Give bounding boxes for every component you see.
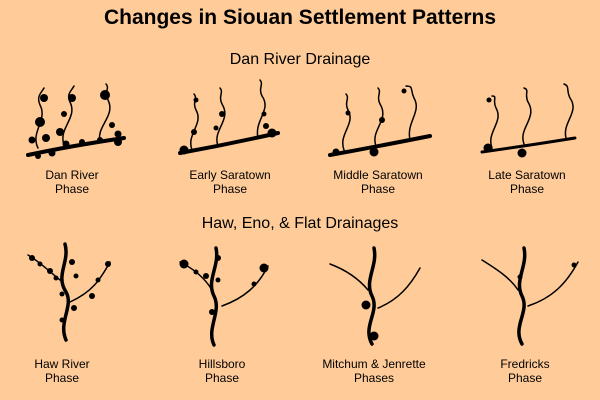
caption-early-saratown: Early Saratown Phase — [160, 168, 300, 196]
caption-dan-river: Dan River Phase — [2, 168, 142, 196]
caption-line-1: Dan River — [45, 168, 99, 182]
diagram-title: Changes in Siouan Settlement Patterns — [103, 6, 497, 29]
caption-line-2: Phase — [44, 371, 80, 385]
panel-middle-saratown-phase — [328, 85, 432, 157]
panel-haw-river-phase — [27, 242, 111, 342]
section-heading-haw-eno-flat: Haw, Eno, & Flat Drainages — [201, 215, 399, 232]
caption-haw-river: Haw River Phase — [0, 357, 132, 385]
caption-line-2: Phase — [509, 182, 545, 196]
caption-mitchum-jenrette: Mitchum & Jenrette Phases — [304, 357, 444, 385]
caption-line-1: Mitchum & Jenrette — [322, 357, 426, 371]
caption-line-2: Phase — [204, 371, 240, 385]
panel-dan-river-phase — [26, 83, 126, 159]
caption-line-2: Phase — [360, 182, 396, 196]
panel-late-saratown-phase — [480, 83, 577, 158]
caption-line-2: Phases — [353, 371, 395, 385]
caption-fredricks: Fredricks Phase — [455, 357, 595, 385]
caption-line-1: Hillsboro — [198, 357, 246, 371]
caption-hillsboro: Hillsboro Phase — [152, 357, 292, 385]
panel-fredricks-phase — [481, 246, 579, 346]
caption-line-1: Haw River — [34, 357, 90, 371]
panel-hillsboro-phase — [179, 246, 269, 347]
caption-middle-saratown: Middle Saratown Phase — [308, 168, 448, 196]
caption-line-2: Phase — [507, 371, 543, 385]
panel-mitchum-jenrette-phases — [329, 246, 421, 346]
caption-line-1: Fredricks — [500, 357, 550, 371]
panel-early-saratown-phase — [178, 79, 280, 155]
caption-line-2: Phase — [54, 182, 90, 196]
caption-line-2: Phase — [212, 182, 248, 196]
caption-line-1: Middle Saratown — [333, 168, 423, 182]
caption-line-1: Late Saratown — [488, 168, 566, 182]
caption-line-1: Early Saratown — [189, 168, 271, 182]
section-heading-dan-river: Dan River Drainage — [229, 51, 371, 68]
caption-late-saratown: Late Saratown Phase — [457, 168, 597, 196]
